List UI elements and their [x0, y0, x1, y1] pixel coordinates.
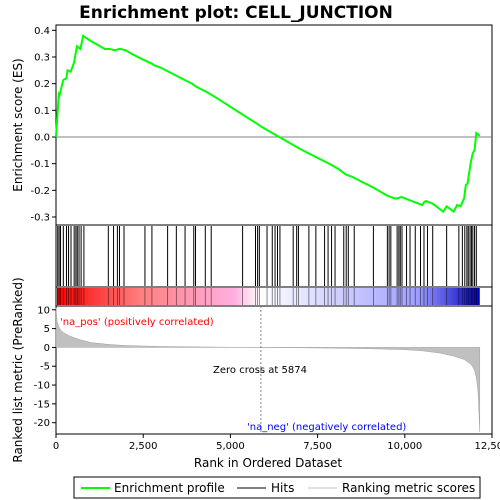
band-hit-lines: [57, 288, 477, 305]
rank-color-band: [55, 286, 493, 307]
x-tick-label: 5,000: [216, 441, 245, 452]
es-plot-frame: [55, 24, 493, 226]
metric-panel: 10 5 0 -5 -10 -15 -20 'na_pos' (positively cor…: [34, 305, 493, 435]
zero-cross-label: Zero cross at 5874: [213, 365, 307, 376]
metric-y-tick-label: -10: [34, 381, 50, 392]
metric-y-tick-label: -15: [34, 399, 50, 410]
x-axis-ticks: 0 2,500 5,000 7,500 10,000 12,500: [53, 434, 500, 452]
x-tick-label: 7,500: [303, 441, 332, 452]
es-panel: -0.3 -0.2 -0.1 0.0 0.1 0.2 0.3 0.4: [30, 24, 493, 226]
es-y-tick-label: 0.1: [34, 106, 50, 117]
hits-frame: [55, 224, 493, 288]
es-y-axis-label: Enrichment score (ES): [11, 58, 25, 191]
x-axis-label: Rank in Ordered Dataset: [194, 456, 342, 470]
metric-y-tick-label: 0: [44, 343, 50, 354]
x-tick-label: 12,500: [475, 441, 500, 452]
metric-y-axis-label: Ranked list metric (PreRanked): [11, 277, 25, 462]
ranking-metric-area: [55, 307, 481, 433]
es-y-tick-label: 0.0: [34, 133, 50, 144]
hits-panel: [55, 224, 493, 288]
enrichment-profile-line: [55, 33, 481, 214]
legend-profile-label: Enrichment profile: [114, 481, 225, 495]
neg-correlated-label: 'na_neg' (negatively correlated): [247, 422, 406, 433]
metric-plot-frame: [55, 305, 493, 435]
es-y-ticks: -0.3 -0.2 -0.1 0.0 0.1 0.2 0.3 0.4: [30, 26, 56, 224]
hit-lines: [57, 226, 477, 286]
legend-hits-label: Hits: [271, 481, 294, 495]
es-y-tick-label: -0.2: [30, 186, 50, 197]
x-tick-label: 10,000: [387, 441, 422, 452]
pos-correlated-label: 'na_pos' (positively correlated): [60, 317, 214, 328]
es-y-tick-label: 0.4: [34, 26, 50, 37]
metric-y-ticks: 10 5 0 -5 -10 -15 -20: [34, 305, 56, 429]
metric-y-tick-label: 10: [37, 305, 50, 316]
rank-color-gradient: [57, 288, 480, 305]
legend-frame: [73, 476, 481, 499]
es-y-tick-label: -0.1: [30, 159, 50, 170]
legend-metric-label: Ranking metric scores: [342, 481, 475, 495]
legend: Enrichment profile Hits Ranking metric s…: [73, 476, 481, 499]
es-y-tick-label: 0.3: [34, 53, 50, 64]
es-y-tick-label: -0.3: [30, 213, 50, 224]
metric-y-tick-label: -5: [40, 362, 50, 373]
chart-title: Enrichment plot: CELL_JUNCTION: [79, 3, 393, 23]
metric-y-tick-label: -20: [34, 418, 50, 429]
x-tick-label: 0: [53, 441, 59, 452]
es-y-tick-label: 0.2: [34, 79, 50, 90]
x-tick-label: 2,500: [129, 441, 158, 452]
metric-y-tick-label: 5: [44, 324, 50, 335]
